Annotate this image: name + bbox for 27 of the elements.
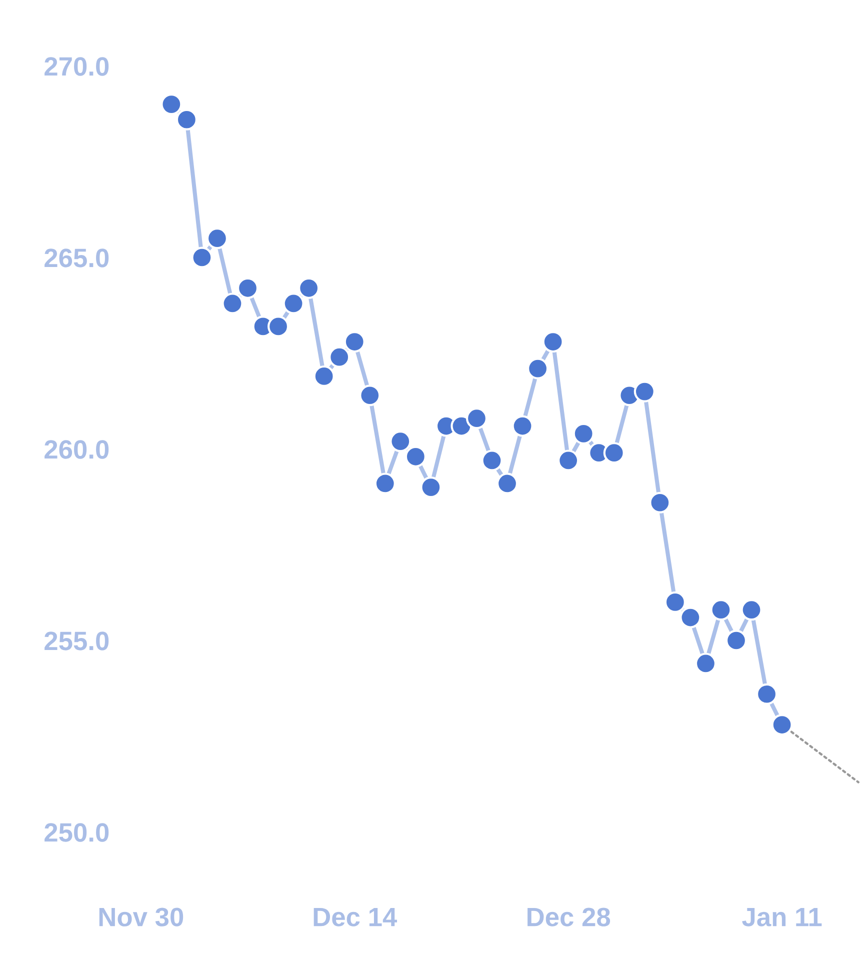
point (404, 446, 426, 468)
x-tick-label: Dec 14 (314, 908, 398, 926)
point (222, 292, 244, 314)
x-tick-label: Dec 28 (528, 908, 610, 926)
x-tick-label: Nov 30 (99, 908, 184, 926)
point (313, 365, 335, 387)
point (710, 599, 732, 621)
point (359, 384, 381, 406)
point (634, 380, 656, 402)
y-tick-label: 265.0 (44, 248, 109, 268)
y-tick-label: 250.0 (44, 823, 109, 842)
point (512, 415, 534, 437)
point (282, 292, 304, 314)
point (374, 472, 396, 494)
point (649, 492, 671, 514)
y-tick-label: 260.0 (44, 440, 109, 459)
point (160, 94, 182, 116)
x-tick-label: Jan 11 (742, 908, 822, 926)
point (740, 599, 762, 621)
point (191, 246, 213, 268)
point (176, 108, 198, 130)
y-tick-label: 255.0 (44, 632, 109, 650)
point (466, 408, 488, 430)
point (481, 450, 503, 472)
point (680, 606, 702, 628)
point (390, 430, 412, 452)
y-tick-label: 270.0 (44, 57, 109, 76)
